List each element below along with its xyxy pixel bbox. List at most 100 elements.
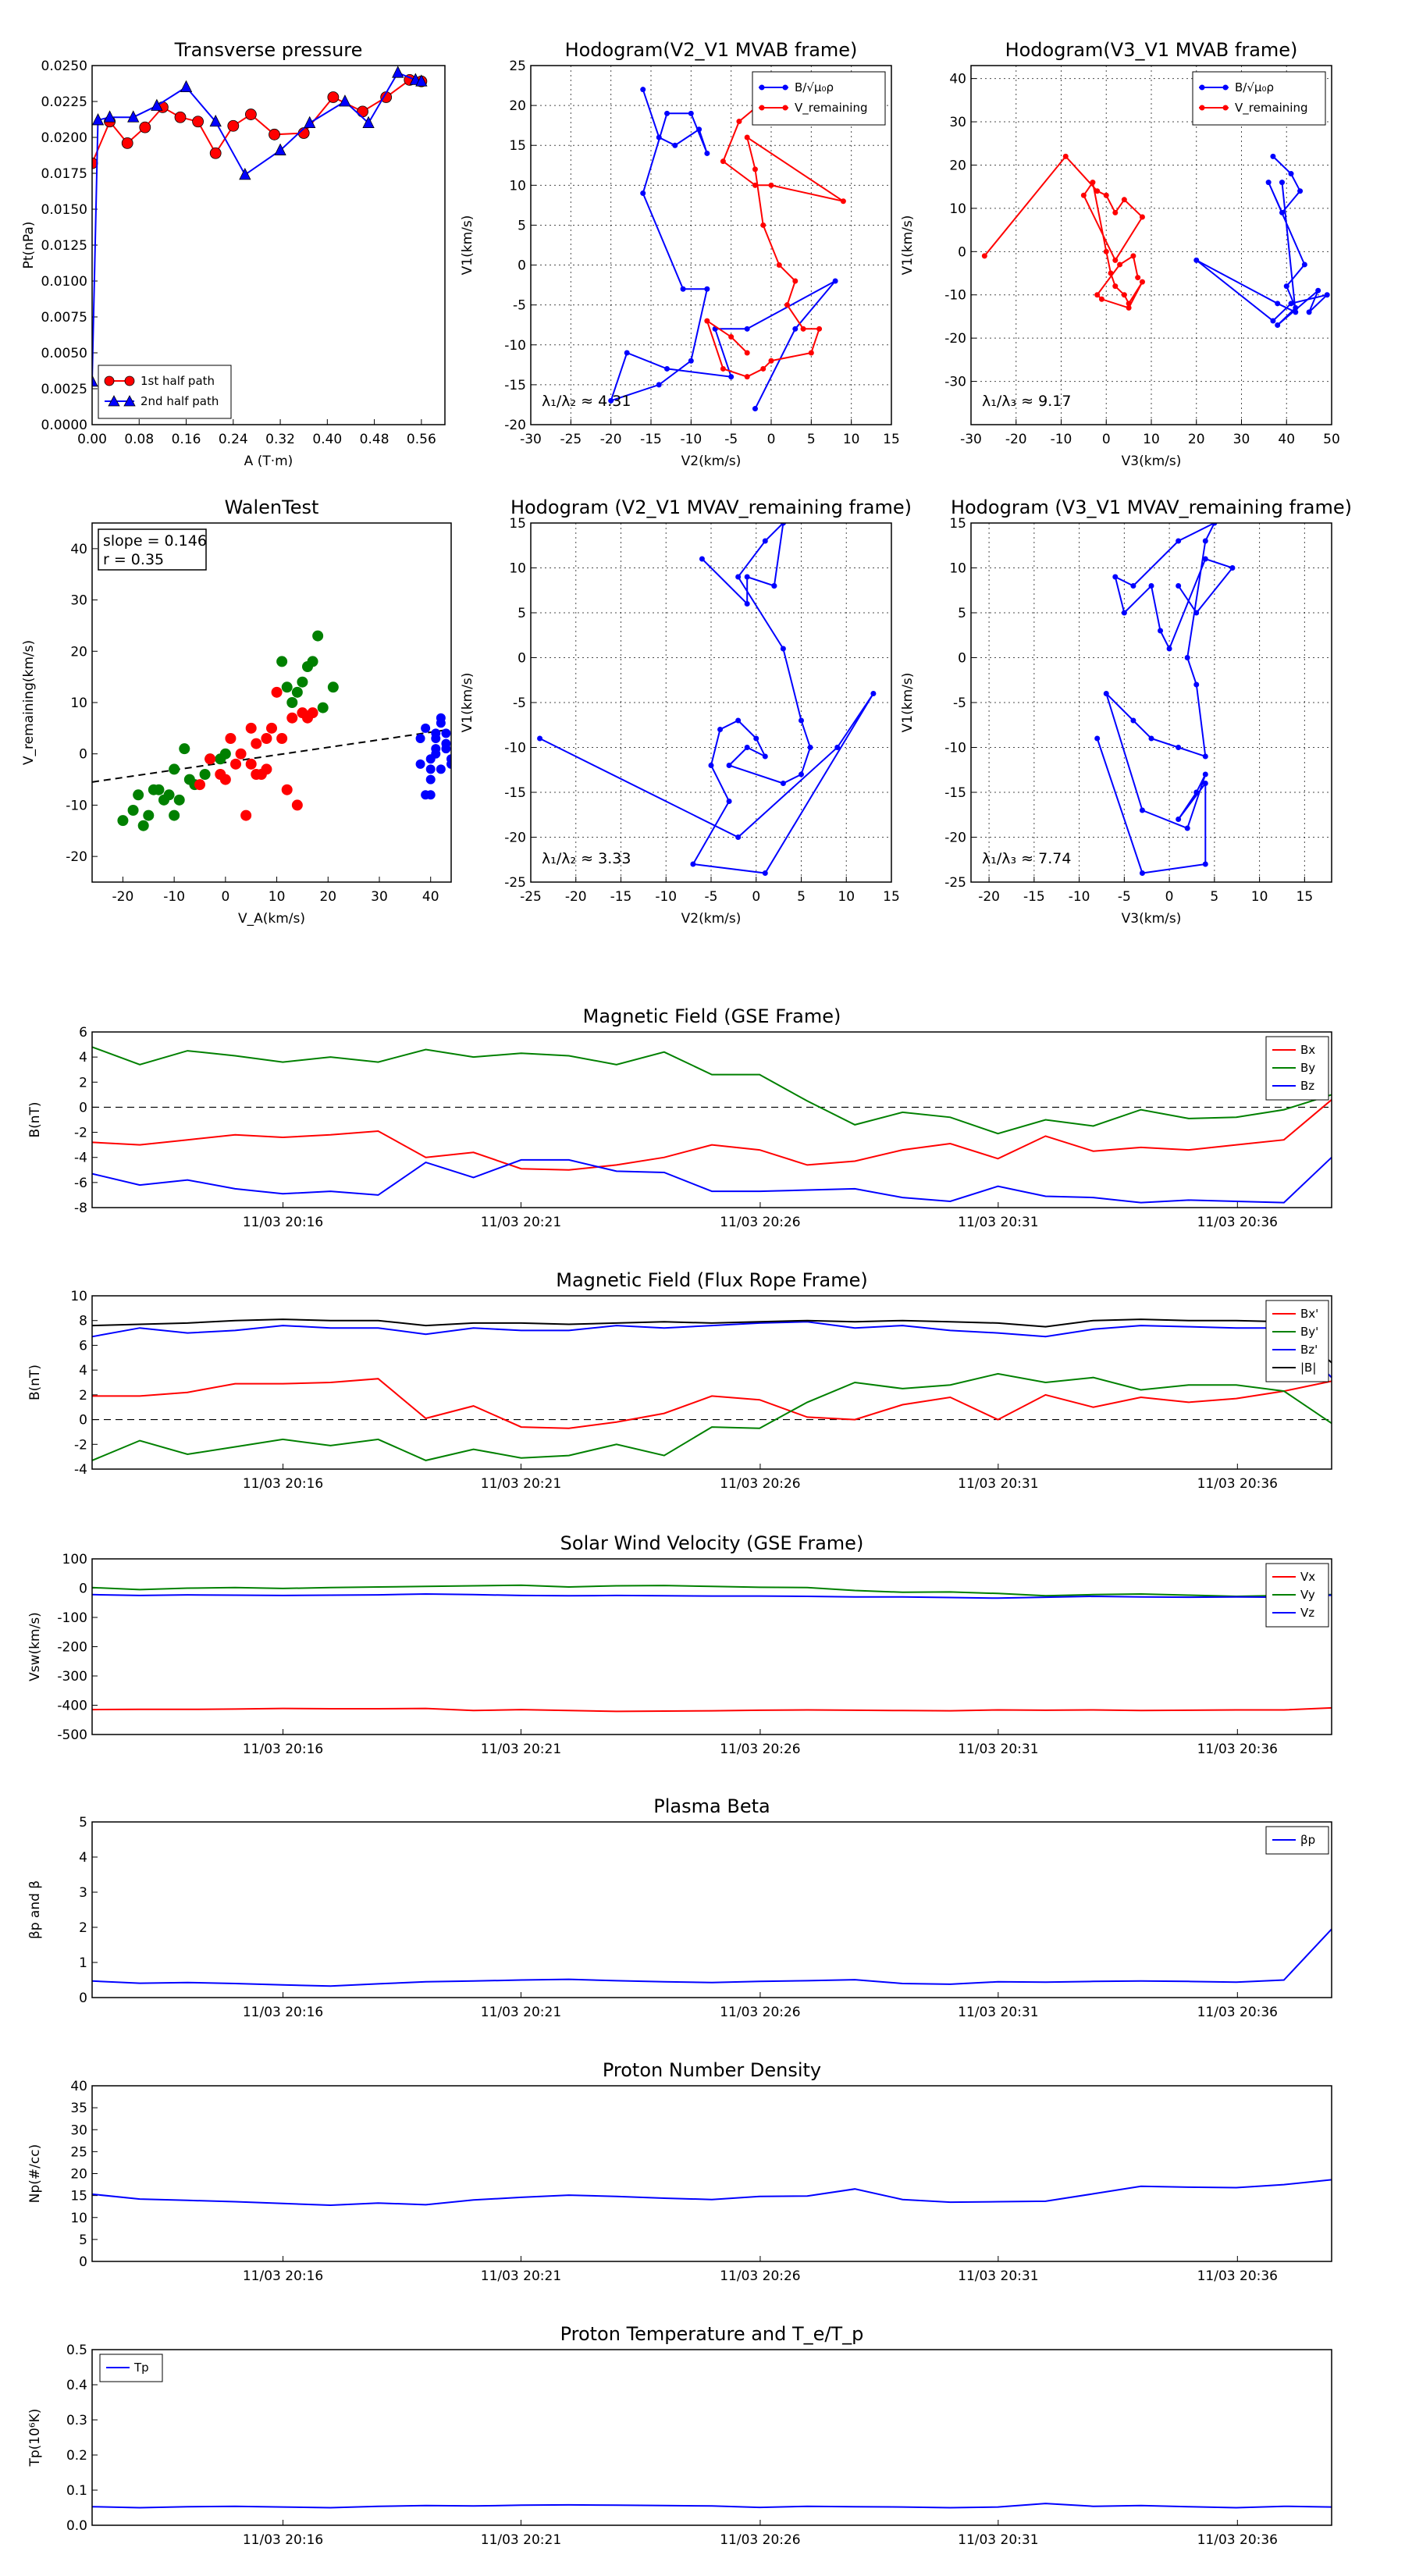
- data-marker: [1094, 188, 1101, 194]
- x-tick-label: 11/03 20:21: [481, 1215, 561, 1230]
- y-tick-label: 40: [70, 2079, 87, 2094]
- scatter-point: [169, 763, 180, 775]
- y-tick-label: 5: [518, 218, 526, 233]
- scatter-point: [199, 769, 211, 780]
- tp_temp-frame: [91, 2349, 1332, 2526]
- x-tick-label: 0.48: [360, 432, 389, 447]
- data-marker: [735, 574, 742, 580]
- legend-label: Bx': [1300, 1307, 1318, 1321]
- data-marker: [1176, 745, 1182, 750]
- y-tick-label: 10: [949, 201, 966, 217]
- y-tick-label: 0: [958, 651, 966, 667]
- data-marker: [1112, 209, 1119, 215]
- x-tick-label: 11/03 20:31: [958, 2532, 1038, 2548]
- chart-title: Hodogram(V3_V1 MVAB frame): [1005, 39, 1298, 61]
- tp-chart: 0.00 0.08 0.16 0.24 0.32 0.40 0.48 0.56 0.0000 0.…: [21, 39, 446, 469]
- y-tick-label: -15: [504, 378, 526, 393]
- annotation-text: r = 0.35: [103, 551, 164, 568]
- mf_fr-frame: [91, 1295, 1332, 1470]
- y-tick-label: 3: [79, 1885, 87, 1901]
- y-tick-label: -25: [944, 875, 966, 891]
- data-marker: [688, 358, 694, 364]
- data-marker: [1103, 691, 1109, 696]
- y-axis-label: B(nT): [27, 1364, 43, 1400]
- x-tick-label: 40: [422, 889, 439, 905]
- x-tick-label: -15: [640, 432, 662, 447]
- y-tick-label: 5: [79, 2233, 87, 2248]
- data-marker: [688, 110, 694, 116]
- legend-box: [1192, 71, 1326, 126]
- data-marker: [1193, 789, 1200, 795]
- legend-marker: [1199, 105, 1205, 111]
- x-tick-label: 11/03 20:21: [481, 2268, 561, 2284]
- y-tick-label: -20: [944, 331, 966, 347]
- x-axis-label: V3(km/s): [1122, 911, 1182, 927]
- legend-label: Bx: [1300, 1043, 1315, 1057]
- data-marker: [762, 870, 768, 876]
- x-tick-label: -20: [1005, 432, 1027, 447]
- annotation-text: λ₁/λ₃ ≈ 9.17: [982, 393, 1071, 410]
- y-tick-label: -100: [57, 1610, 87, 1626]
- data-marker: [760, 365, 767, 372]
- scatter-point: [415, 734, 425, 743]
- data-marker: [1288, 171, 1294, 177]
- x-tick-label: -15: [1023, 889, 1045, 905]
- series-line: [91, 1046, 1332, 1135]
- data-marker: [656, 134, 662, 141]
- y-tick-label: 6: [79, 1025, 87, 1041]
- scatter-point: [291, 686, 303, 698]
- x-tick-label: 0.00: [77, 432, 107, 447]
- plot-area: [981, 153, 1330, 329]
- y-tick-label: -400: [57, 1699, 87, 1714]
- series-line: [91, 1318, 1332, 1364]
- data-marker: [799, 717, 804, 724]
- series-line: [91, 1928, 1332, 1987]
- x-tick-label: 20: [319, 889, 336, 905]
- x-tick-label: 11/03 20:26: [720, 2268, 800, 2284]
- x-tick-label: -20: [112, 889, 134, 905]
- data-marker: [239, 167, 251, 180]
- legend-marker: [108, 395, 120, 407]
- h1-chart: -30 -25 -20 -15 -10 -5 0 5 10 15 -20 -15 -10 -5 0 5 10 15…: [460, 39, 900, 469]
- scatter-point: [291, 799, 303, 811]
- data-marker: [1139, 214, 1145, 220]
- y-tick-label: -5: [513, 298, 526, 314]
- data-marker: [696, 126, 702, 133]
- y-tick-label: 0.0000: [41, 418, 87, 433]
- data-marker: [720, 158, 726, 165]
- data-marker: [768, 358, 774, 364]
- data-marker: [1184, 655, 1190, 660]
- scatter-point: [127, 805, 139, 816]
- data-marker: [1202, 556, 1208, 562]
- y-axis-label: V_remaining(km/s): [21, 640, 37, 765]
- data-marker: [1229, 565, 1236, 571]
- data-marker: [760, 222, 767, 228]
- x-tick-label: 20: [1188, 432, 1205, 447]
- y-tick-label: 10: [70, 2211, 87, 2226]
- data-marker: [728, 374, 735, 380]
- y-tick-label: 0.0150: [41, 202, 87, 218]
- y-tick-label: 0: [79, 1991, 87, 2006]
- y-tick-label: 2: [79, 1388, 87, 1404]
- data-marker: [807, 745, 813, 750]
- y-tick-label: 2: [79, 1920, 87, 1936]
- legend-box: [1265, 1300, 1329, 1382]
- data-marker: [780, 523, 786, 526]
- annotation-text: λ₁/λ₂ ≈ 3.33: [542, 850, 631, 867]
- x-tick-label: 11/03 20:16: [243, 2268, 323, 2284]
- scatter-point: [133, 789, 144, 801]
- y-tick-label: -500: [57, 1727, 87, 1743]
- y-tick-label: 0.0250: [41, 59, 87, 74]
- scatter-point: [219, 774, 231, 785]
- data-marker: [1117, 262, 1123, 268]
- x-tick-label: 11/03 20:21: [481, 1476, 561, 1492]
- x-tick-label: 10: [1143, 432, 1160, 447]
- data-marker: [92, 374, 98, 387]
- x-tick-label: 11/03 20:36: [1197, 2005, 1278, 2020]
- y-tick-label: -10: [66, 798, 87, 813]
- chart-title: Magnetic Field (GSE Frame): [583, 1005, 841, 1027]
- x-tick-label: 11/03 20:26: [720, 1476, 800, 1492]
- data-marker: [1139, 870, 1145, 876]
- data-marker: [1148, 583, 1154, 589]
- data-marker: [784, 302, 791, 308]
